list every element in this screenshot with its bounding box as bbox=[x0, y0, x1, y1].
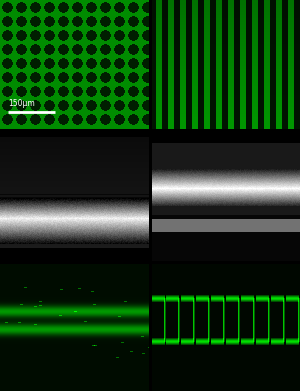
Text: 150μm: 150μm bbox=[8, 99, 35, 108]
